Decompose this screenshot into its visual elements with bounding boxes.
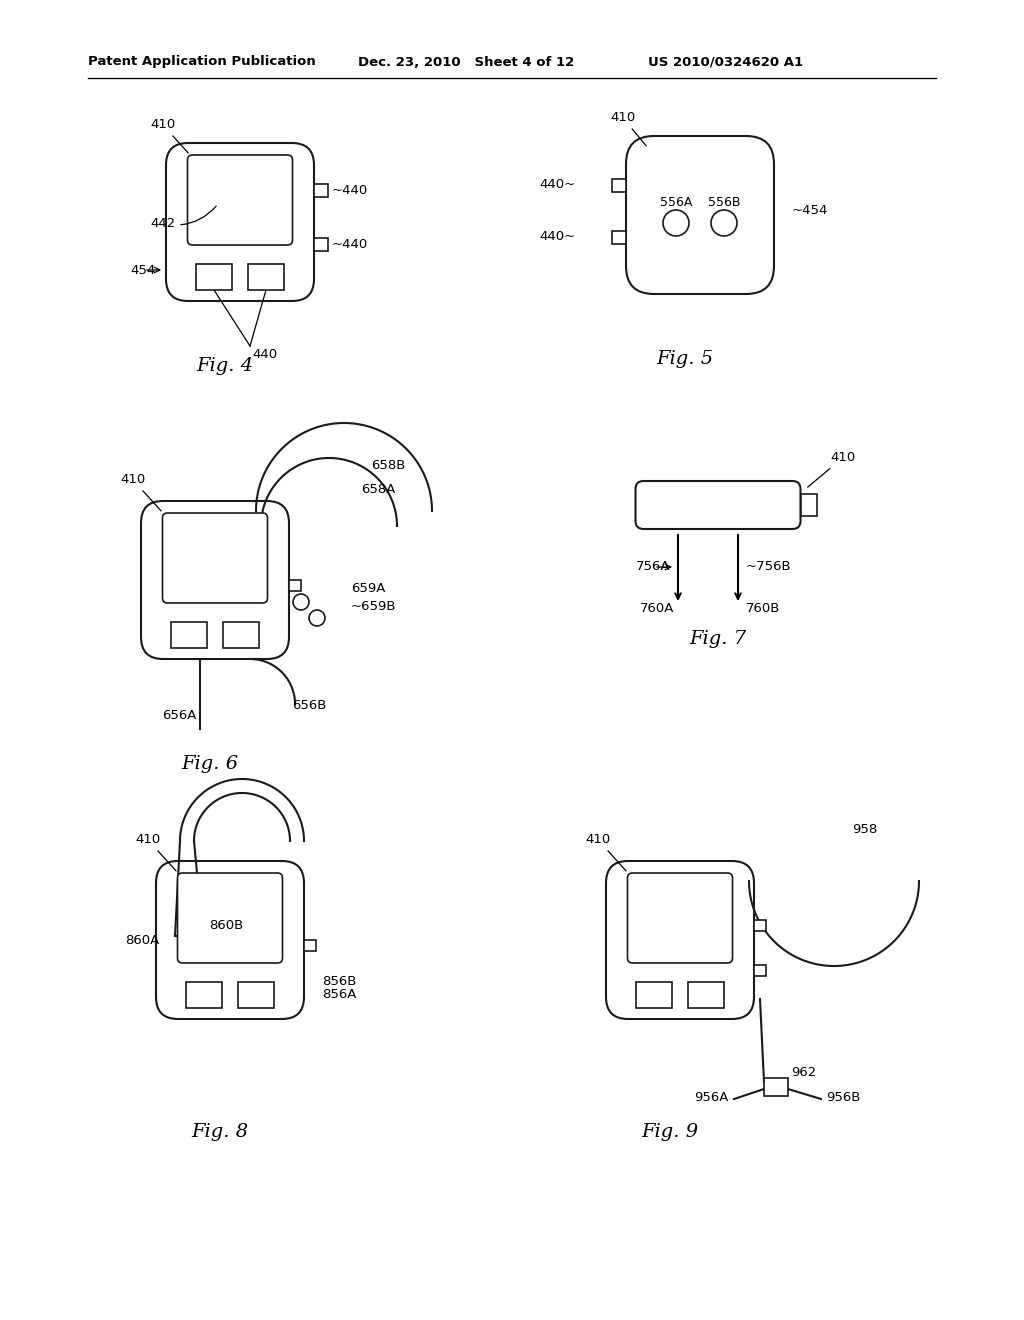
Text: 658A: 658A [361,483,395,496]
Text: 410: 410 [808,451,856,487]
Text: 756A: 756A [636,561,671,573]
FancyBboxPatch shape [187,154,293,246]
Text: 410: 410 [150,117,188,153]
Text: 556B: 556B [708,195,740,209]
Bar [238,982,274,1008]
FancyBboxPatch shape [166,143,314,301]
Text: ~440: ~440 [332,183,369,197]
Text: Fig. 5: Fig. 5 [656,350,714,368]
Text: 958: 958 [852,822,878,836]
Text: 956A: 956A [694,1092,728,1104]
Bar [314,238,328,251]
Text: Fig. 8: Fig. 8 [191,1123,249,1140]
FancyBboxPatch shape [606,861,754,1019]
Text: ~756B: ~756B [746,561,792,573]
Text: 440: 440 [252,348,278,360]
Bar [688,982,724,1008]
Circle shape [293,594,309,610]
Text: 956B: 956B [826,1092,860,1104]
Text: 410: 410 [585,833,626,871]
Text: 856A: 856A [322,987,356,1001]
Text: 410: 410 [120,473,161,511]
Bar [196,264,232,290]
Text: 556A: 556A [659,195,692,209]
Text: Dec. 23, 2010   Sheet 4 of 12: Dec. 23, 2010 Sheet 4 of 12 [358,55,574,69]
Text: 440~: 440~ [540,231,575,243]
Bar [612,178,626,191]
FancyBboxPatch shape [156,861,304,1019]
Text: 442: 442 [150,206,216,230]
Text: 454: 454 [130,264,156,276]
Text: US 2010/0324620 A1: US 2010/0324620 A1 [648,55,803,69]
Text: 658B: 658B [371,459,406,473]
Text: 410: 410 [135,833,176,871]
Text: ~659B: ~659B [351,601,396,612]
Bar [754,920,766,931]
FancyBboxPatch shape [626,136,774,294]
Bar [612,231,626,243]
Bar [186,982,222,1008]
Text: 440~: 440~ [540,178,575,191]
Circle shape [663,210,689,236]
Bar [304,940,316,950]
Text: 856B: 856B [322,975,356,987]
Text: 656A: 656A [162,709,197,722]
FancyBboxPatch shape [177,873,283,964]
Bar [289,579,301,590]
Text: Fig. 9: Fig. 9 [641,1123,698,1140]
Text: 962: 962 [791,1065,816,1078]
FancyBboxPatch shape [141,502,289,659]
Text: Fig. 6: Fig. 6 [181,755,239,774]
Text: 659A: 659A [351,582,385,595]
Bar [171,622,207,648]
Bar [314,183,328,197]
Text: ~454: ~454 [792,203,828,216]
Text: 656B: 656B [292,700,327,711]
Text: 410: 410 [610,111,646,147]
Text: Fig. 7: Fig. 7 [689,630,746,648]
Circle shape [309,610,325,626]
Text: Fig. 4: Fig. 4 [197,356,254,375]
Text: 760B: 760B [746,602,780,615]
Text: 860A: 860A [125,935,160,946]
FancyBboxPatch shape [163,513,267,603]
Bar [223,622,259,648]
Bar [248,264,284,290]
Bar [764,1078,788,1096]
Bar [801,494,816,516]
Text: ~440: ~440 [332,238,369,251]
Bar [754,965,766,975]
Text: 860B: 860B [209,919,244,932]
Text: 760A: 760A [640,602,675,615]
Text: Patent Application Publication: Patent Application Publication [88,55,315,69]
FancyBboxPatch shape [628,873,732,964]
Circle shape [711,210,737,236]
Bar [636,982,672,1008]
FancyBboxPatch shape [636,480,801,529]
